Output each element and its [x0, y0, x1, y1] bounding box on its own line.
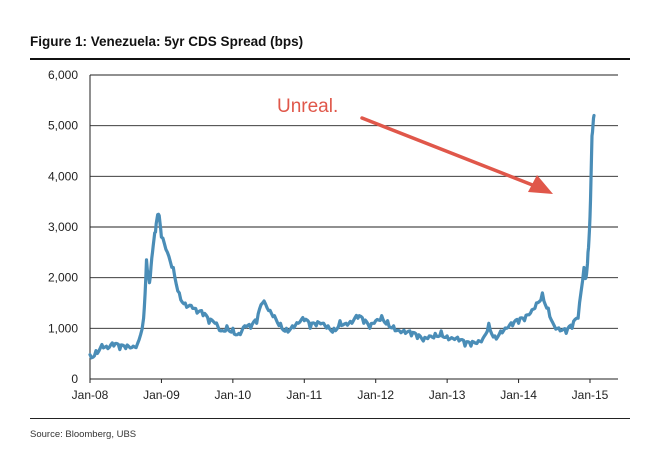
- x-tick-label: Jan-15: [572, 388, 609, 402]
- axes: [89, 75, 618, 383]
- source-note: Source: Bloomberg, UBS: [30, 429, 137, 440]
- annotation-arrow-shaft: [360, 116, 537, 188]
- x-axis-tick-labels: Jan-08 Jan-09 Jan-10 Jan-11 Jan-12 Jan-13 Jan-…: [72, 388, 609, 402]
- x-tick-label: Jan-10: [215, 388, 252, 402]
- x-tick-label: Jan-12: [357, 388, 394, 402]
- source-rule: [30, 418, 630, 419]
- y-tick-label: 3,000: [48, 220, 78, 234]
- x-tick-label: Jan-11: [286, 388, 322, 402]
- x-tick-label: Jan-14: [500, 388, 537, 402]
- title-rule: [30, 58, 630, 60]
- y-tick-label: 5,000: [48, 119, 78, 133]
- x-tick-label: Jan-08: [72, 388, 109, 402]
- annotation-text: Unreal.: [277, 96, 338, 117]
- y-axis-tick-labels: 0 1,000 2,000 3,000 4,000 5,000 6,000: [48, 68, 78, 386]
- y-tick-label: 2,000: [48, 271, 78, 285]
- x-tick-label: Jan-09: [143, 388, 180, 402]
- gridlines: [90, 74, 618, 329]
- chart-title: Figure 1: Venezuela: 5yr CDS Spread (bps…: [30, 34, 304, 49]
- annotation-arrow-head: [528, 175, 553, 194]
- x-tick-label: Jan-13: [429, 388, 466, 402]
- y-tick-label: 1,000: [48, 321, 78, 335]
- y-tick-label: 0: [71, 372, 78, 386]
- y-tick-label: 6,000: [48, 68, 78, 82]
- y-tick-label: 4,000: [48, 169, 78, 183]
- cds-spread-line: [88, 113, 596, 360]
- series-layer: [88, 113, 596, 360]
- annotation: Unreal.: [277, 96, 553, 194]
